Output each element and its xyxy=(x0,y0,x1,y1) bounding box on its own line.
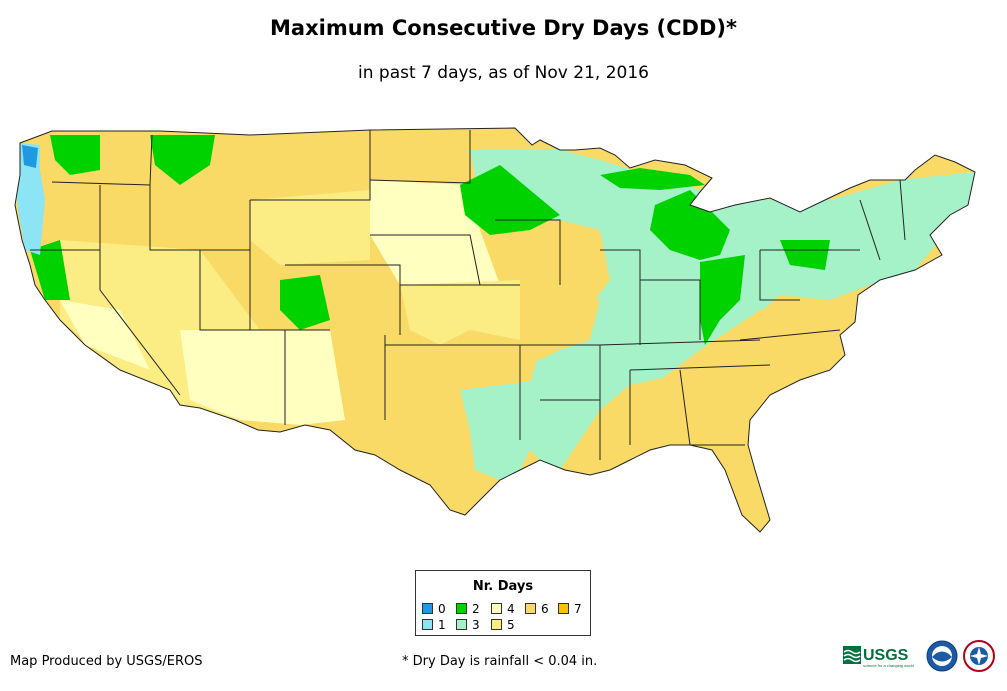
legend-item-0: 0 xyxy=(422,603,446,615)
map-title: Maximum Consecutive Dry Days (CDD)* xyxy=(270,16,737,40)
legend-item-4: 4 xyxy=(491,603,515,615)
region-2-upper-michigan xyxy=(600,168,705,190)
region-6-montana xyxy=(230,130,370,200)
region-5-kansas xyxy=(400,280,520,345)
region-2-minnesota xyxy=(460,165,560,235)
region-6-southeast xyxy=(610,300,845,532)
legend-item-7: 7 xyxy=(558,603,582,615)
usgs-logo: USGS science for a changing world xyxy=(843,646,914,668)
region-5-wyoming xyxy=(250,190,370,265)
border-nv-ut-az xyxy=(199,250,330,331)
legend: Nr. Days 0 1 2 3 4 5 6 7 xyxy=(415,570,591,636)
border-sd-ne xyxy=(370,234,481,286)
region-2-michigan xyxy=(650,190,730,260)
nws-star-icon xyxy=(970,647,988,665)
legend-swatch-7 xyxy=(558,603,569,614)
usgs-wave-icon xyxy=(843,649,861,663)
legend-swatch-3 xyxy=(456,619,467,630)
legend-item-5: 5 xyxy=(491,619,515,631)
legend-item-1: 1 xyxy=(422,619,446,631)
legend-item-2: 2 xyxy=(456,603,480,615)
usgs-logo-text: USGS xyxy=(863,647,909,664)
border-nd-sd xyxy=(369,130,471,184)
region-1-oregon-coast xyxy=(15,143,45,255)
legend-title: Nr. Days xyxy=(472,579,534,594)
border-ca-nv xyxy=(30,249,181,396)
border-id-nv-ut xyxy=(149,185,250,251)
region-2-colorado xyxy=(280,275,330,330)
border-tn-south xyxy=(629,364,771,371)
border-wy-mt xyxy=(250,130,371,201)
border-tn-ky xyxy=(599,339,761,346)
cdd-shading xyxy=(15,130,975,532)
map-subtitle: in past 7 days, as of Nov 21, 2016 xyxy=(358,63,649,83)
map-credit: Map Produced by USGS/EROS xyxy=(10,654,203,669)
noaa-logo xyxy=(926,640,958,672)
legend-swatch-4 xyxy=(491,603,502,614)
legend-swatch-1 xyxy=(422,619,433,630)
region-6-missouri xyxy=(520,290,600,360)
legend-item-6: 6 xyxy=(525,603,549,615)
region-0-olympic xyxy=(22,145,38,168)
border-ia-mo xyxy=(495,219,561,285)
legend-item-3: 3 xyxy=(456,619,480,631)
noaa-bird-icon xyxy=(932,651,952,662)
region-2-pennsylvania xyxy=(780,240,830,270)
nws-logo xyxy=(963,640,995,672)
border-va-nc xyxy=(739,329,841,341)
border-vt-nh xyxy=(899,179,906,241)
border-ny-vt xyxy=(859,199,881,261)
usgs-tagline: science for a changing world xyxy=(863,663,914,668)
legend-swatch-5 xyxy=(491,619,502,630)
border-pa-ny xyxy=(759,250,800,301)
region-3-east-texas xyxy=(460,380,545,480)
legend-swatch-6 xyxy=(525,603,536,614)
legend-swatch-2 xyxy=(456,603,467,614)
region-2-ohio xyxy=(700,255,745,345)
border-co-ks xyxy=(285,264,401,335)
region-2-washington xyxy=(50,135,100,175)
border-al-ga xyxy=(679,369,691,446)
border-il-in xyxy=(600,249,641,345)
region-4-arizona-nm xyxy=(180,330,345,425)
dry-day-footnote: * Dry Day is rainfall < 0.04 in. xyxy=(402,654,598,669)
state-borders xyxy=(14,127,976,533)
region-4-socal xyxy=(60,300,150,370)
border-in-oh xyxy=(640,279,701,340)
legend-swatch-0 xyxy=(422,603,433,614)
region-2-idaho-panhandle xyxy=(150,135,215,185)
